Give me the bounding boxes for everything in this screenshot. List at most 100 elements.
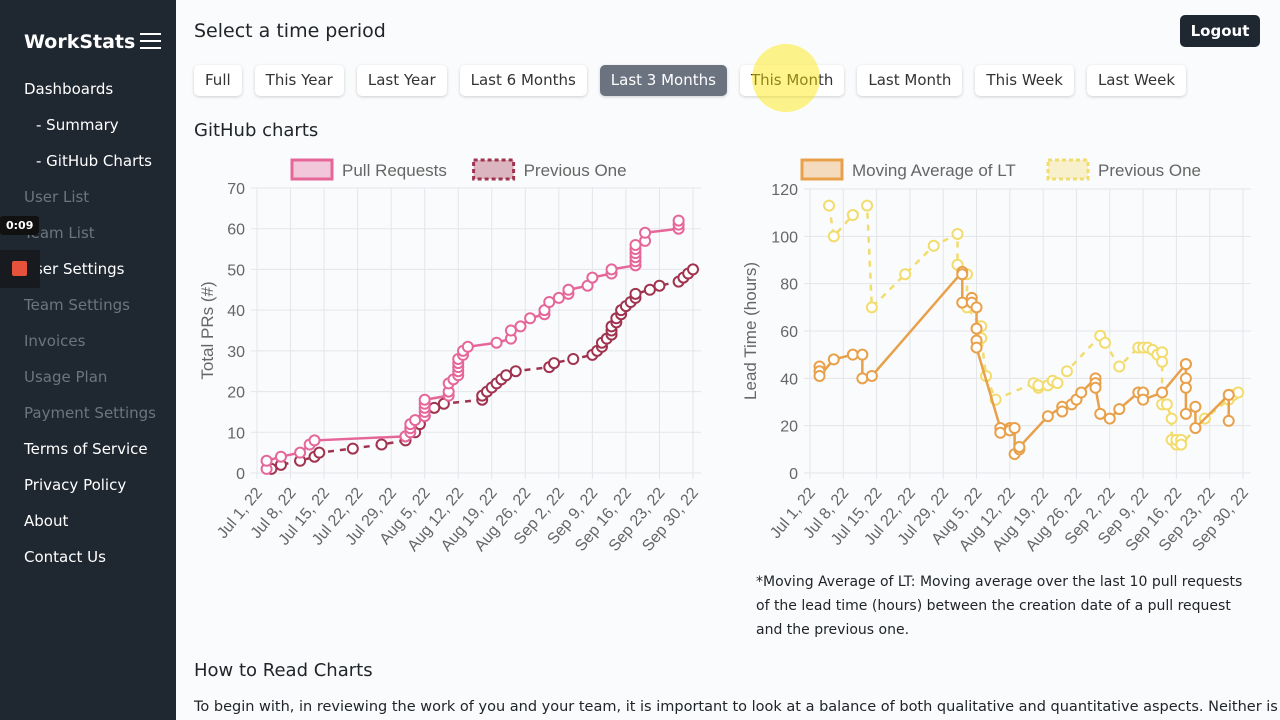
data-point [605,263,618,276]
data-point [687,263,699,276]
period-button-last-month[interactable]: Last Month [857,65,963,96]
data-point [813,369,826,382]
data-point [1094,407,1107,420]
legend-label: Previous One [524,161,627,180]
data-point [409,414,422,427]
data-point [1041,410,1054,423]
how-to-read-text: To begin with, in reviewing the work of … [194,699,1278,715]
sidebar-item-team-list: Team List [24,224,95,242]
data-point [1222,388,1235,401]
sidebar-item-summary[interactable]: - Summary [36,116,119,134]
data-point [1175,438,1188,451]
y-tick-label: 60 [780,324,798,341]
sidebar-item-user-list: User List [24,188,90,206]
chart-footnote: *Moving Average of LT: Moving average ov… [756,574,1243,638]
stop-recording-button[interactable] [0,250,40,288]
data-point [1103,412,1116,425]
sidebar-item-about[interactable]: About [24,512,69,530]
sidebar-item-payment-settings: Payment Settings [24,404,156,422]
y-tick-label: 40 [227,303,245,320]
y-tick-label: 20 [780,419,798,436]
data-point [428,401,441,414]
legend-label: Moving Average of LT [852,161,1016,180]
data-point [509,365,522,378]
period-button-last-6-months[interactable]: Last 6 Months [459,65,587,96]
data-point [1113,403,1126,416]
period-button-this-month[interactable]: This Month [739,65,845,96]
y-tick-label: 70 [227,181,245,198]
sidebar-item-privacy-policy[interactable]: Privacy Policy [24,476,127,494]
data-point [827,353,840,366]
page-title: Select a time period [194,20,386,42]
data-point [861,199,874,212]
data-point [1075,386,1088,399]
legend-swatch [1046,158,1090,181]
data-point [346,442,359,455]
y-tick-label: 0 [789,466,798,483]
data-point [1013,440,1026,453]
y-tick-label: 60 [227,222,245,239]
data-point [274,450,287,463]
period-button-last-3-months[interactable]: Last 3 Months [599,65,727,96]
sidebar: WorkStats Dashboards - Summary - GitHub Ch… [0,0,176,720]
logout-button[interactable]: Logout [1180,15,1260,47]
data-point [313,446,326,459]
data-point [1160,398,1173,411]
stop-icon [12,261,27,276]
data-point [643,283,656,296]
data-point [1179,381,1192,394]
data-point [567,353,580,365]
data-point [653,279,666,292]
data-point [856,348,869,361]
y-tick-label: 100 [771,229,798,246]
data-point [524,312,537,325]
y-tick-label: 80 [780,277,798,294]
period-button-last-week[interactable]: Last Week [1086,65,1187,96]
data-point [899,268,912,281]
legend-label: Previous One [1098,161,1201,180]
y-tick-label: 0 [236,466,245,483]
data-point [639,226,652,239]
sidebar-item-terms-of-service[interactable]: Terms of Service [24,440,148,458]
data-point [629,239,642,251]
period-selector: Full This Year Last Year Last 6 Months Last … [194,65,1187,96]
section-title: GitHub charts [194,120,319,141]
data-point [970,322,983,335]
hamburger-icon[interactable] [140,33,161,51]
period-button-this-year[interactable]: This Year [254,65,344,96]
brand-logo[interactable]: WorkStats [24,31,136,53]
sidebar-item-team-settings: Team Settings [24,296,130,314]
legend-swatch [472,158,516,181]
period-button-last-year[interactable]: Last Year [356,65,447,96]
data-point [1051,377,1064,390]
legend-label: Pull Requests [342,161,447,180]
data-point [1099,336,1112,349]
data-point [956,268,969,281]
data-point [514,320,527,333]
data-point [552,291,565,304]
sidebar-item-user-settings[interactable]: User Settings [24,260,125,278]
sidebar-item-github-charts[interactable]: - GitHub Charts [36,152,152,170]
data-point [846,348,859,361]
data-point [629,287,642,300]
data-point [1032,379,1045,392]
data-point [846,209,859,222]
data-point [823,199,836,212]
data-point [548,357,561,370]
data-point [461,340,474,353]
period-button-full[interactable]: Full [194,65,242,96]
data-point [1232,386,1245,399]
sidebar-item-usage-plan: Usage Plan [24,368,108,386]
y-tick-label: 20 [227,385,245,402]
sidebar-item-contact-us[interactable]: Contact Us [24,548,106,566]
data-point [865,369,878,382]
data-point [1056,405,1069,418]
y-tick-label: 30 [227,344,245,361]
how-to-read-title: How to Read Charts [194,660,373,681]
data-point [308,434,321,447]
data-point [504,324,517,337]
sidebar-item-dashboards[interactable]: Dashboards [24,80,114,98]
period-button-this-week[interactable]: This Week [975,65,1074,96]
